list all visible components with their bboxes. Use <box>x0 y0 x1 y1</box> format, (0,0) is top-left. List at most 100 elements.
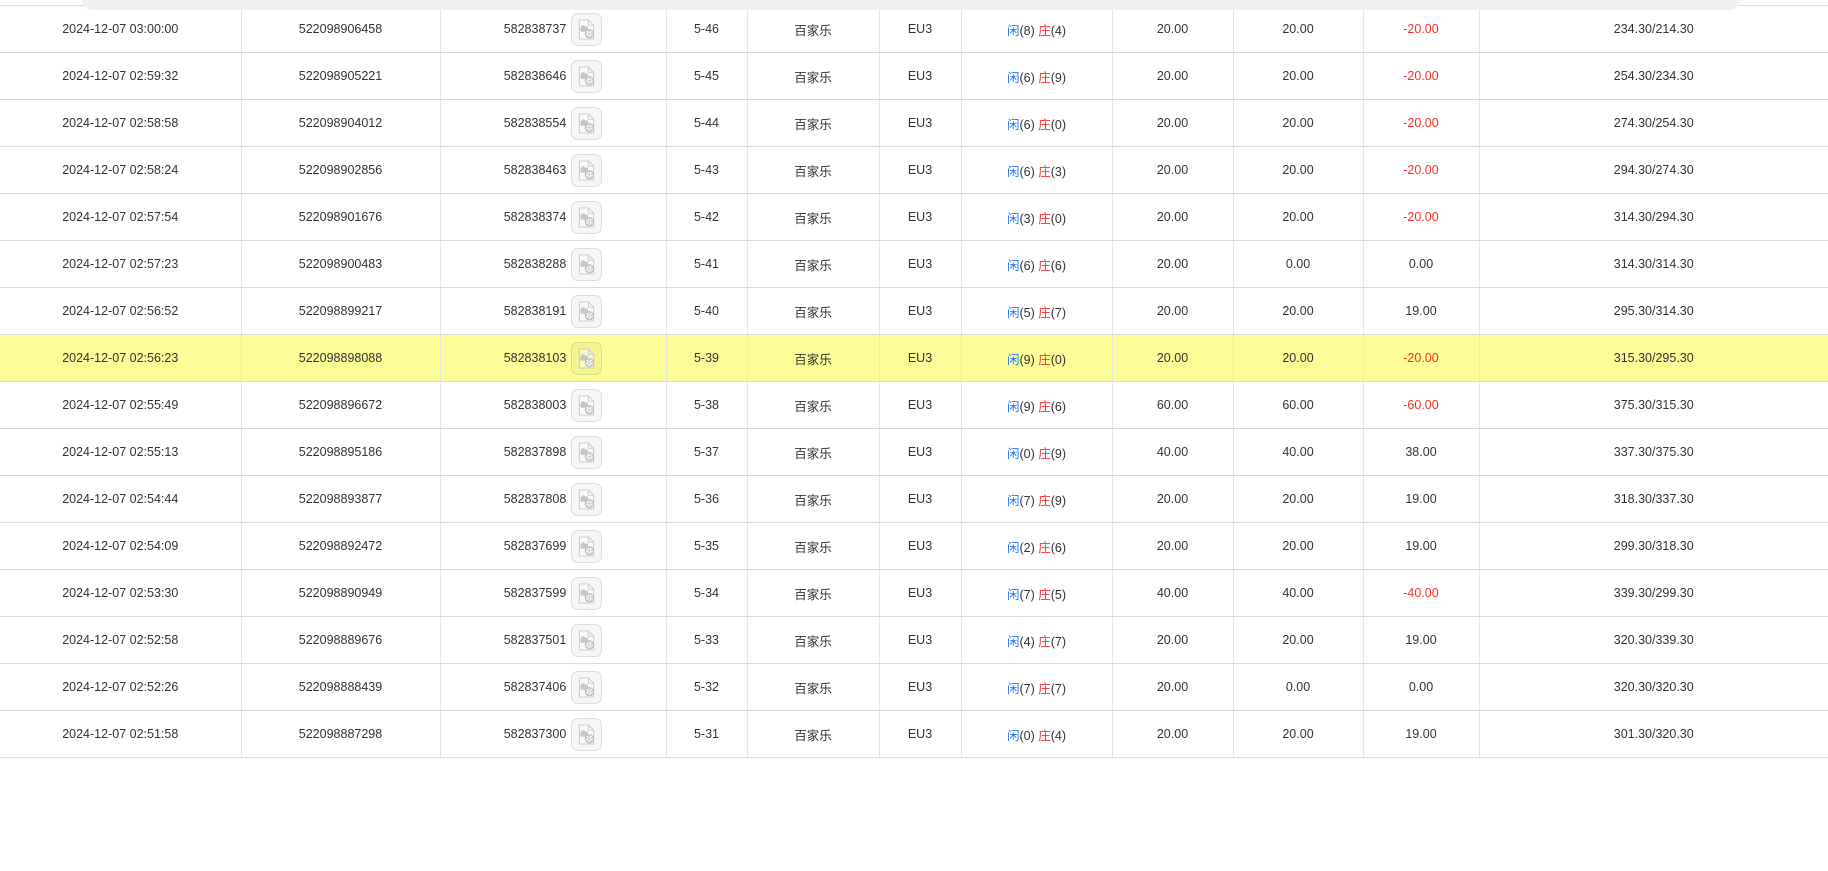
banker-label: 庄 <box>1038 634 1051 649</box>
round-no: 5-34 <box>666 569 748 617</box>
round-no: 5-38 <box>666 381 748 429</box>
video-replay-button[interactable] <box>571 482 603 516</box>
bet-amount-link[interactable]: 40.00 <box>1112 569 1234 617</box>
win-loss: 19.00 <box>1363 616 1480 664</box>
round-id: 582838646 <box>503 69 567 83</box>
round-no: 5-39 <box>666 334 748 382</box>
bet-amount-link[interactable]: 20.00 <box>1112 334 1234 382</box>
bet-amount-link[interactable]: 20.00 <box>1112 522 1234 570</box>
game-name: 百家乐 <box>747 52 880 100</box>
round-id: 582837898 <box>503 445 567 459</box>
game-name: 百家乐 <box>747 240 880 288</box>
table-row: 2024-12-07 02:57:23 522098900483 5828382… <box>0 240 1828 288</box>
bet-time: 2024-12-07 02:58:24 <box>0 146 242 194</box>
video-replay-icon <box>579 253 595 275</box>
table-row: 2024-12-07 02:52:26 522098888439 5828374… <box>0 663 1828 711</box>
video-replay-button[interactable] <box>571 59 603 93</box>
video-replay-icon <box>579 112 595 134</box>
video-replay-button[interactable] <box>571 529 603 563</box>
valid-amount: 40.00 <box>1233 428 1364 476</box>
bet-amount-link[interactable]: 20.00 <box>1112 240 1234 288</box>
round-id-cell: 582837808 <box>440 475 667 523</box>
round-no: 5-44 <box>666 99 748 147</box>
table-name: EU3 <box>879 616 962 664</box>
bet-order-no: 522098892472 <box>241 522 441 570</box>
bet-time: 2024-12-07 02:56:23 <box>0 334 242 382</box>
result-cell: 闲(2) 庄(6) <box>961 522 1113 570</box>
table-name: EU3 <box>879 5 962 53</box>
bet-order-no: 522098901676 <box>241 193 441 241</box>
bet-order-no: 522098905221 <box>241 52 441 100</box>
bet-amount-link[interactable]: 20.00 <box>1112 710 1234 758</box>
player-points: (0) <box>1019 728 1035 743</box>
bet-amount-link[interactable]: 20.00 <box>1112 5 1234 53</box>
valid-amount: 20.00 <box>1233 522 1364 570</box>
bet-amount-link[interactable]: 20.00 <box>1112 616 1234 664</box>
game-name: 百家乐 <box>747 569 880 617</box>
player-label: 闲 <box>1006 634 1020 649</box>
video-replay-button[interactable] <box>571 341 603 375</box>
bet-order-no: 522098895186 <box>241 428 441 476</box>
player-points: (3) <box>1019 211 1035 226</box>
round-id: 582837406 <box>503 680 567 694</box>
bet-amount-link[interactable]: 20.00 <box>1112 663 1234 711</box>
round-id: 582838191 <box>503 304 567 318</box>
valid-amount: 20.00 <box>1233 146 1364 194</box>
round-no: 5-46 <box>666 5 748 53</box>
balance: 274.30/254.30 <box>1479 99 1828 147</box>
bet-amount-link[interactable]: 20.00 <box>1112 146 1234 194</box>
bet-amount-link[interactable]: 20.00 <box>1112 287 1234 335</box>
round-id-cell: 582838288 <box>440 240 667 288</box>
valid-amount: 20.00 <box>1233 475 1364 523</box>
bet-amount-link[interactable]: 20.00 <box>1112 475 1234 523</box>
video-replay-button[interactable] <box>571 623 603 657</box>
video-replay-button[interactable] <box>571 388 603 422</box>
round-no: 5-31 <box>666 710 748 758</box>
bet-amount-link[interactable]: 40.00 <box>1112 428 1234 476</box>
balance: 299.30/318.30 <box>1479 522 1828 570</box>
bet-amount-link[interactable]: 60.00 <box>1112 381 1234 429</box>
bet-time: 2024-12-07 02:55:49 <box>0 381 242 429</box>
round-id-cell: 582838737 <box>440 5 667 53</box>
table-row: 2024-12-07 02:55:49 522098896672 5828380… <box>0 381 1828 429</box>
round-id: 582838463 <box>503 163 567 177</box>
game-name: 百家乐 <box>747 334 880 382</box>
table-name: EU3 <box>879 240 962 288</box>
player-points: (7) <box>1019 587 1035 602</box>
banker-points: (6) <box>1050 399 1067 414</box>
win-loss: -20.00 <box>1363 193 1480 241</box>
round-id-cell: 582838554 <box>440 99 667 147</box>
video-replay-button[interactable] <box>571 12 603 46</box>
video-replay-button[interactable] <box>571 576 603 610</box>
video-replay-button[interactable] <box>571 153 603 187</box>
banker-points: (0) <box>1050 352 1067 367</box>
banker-points: (9) <box>1050 446 1067 461</box>
table-name: EU3 <box>879 287 962 335</box>
video-replay-button[interactable] <box>571 717 603 751</box>
table-name: EU3 <box>879 710 962 758</box>
banker-points: (4) <box>1050 728 1067 743</box>
video-replay-icon <box>579 676 595 698</box>
bet-amount-link[interactable]: 20.00 <box>1112 193 1234 241</box>
player-points: (2) <box>1019 540 1035 555</box>
round-id: 582837808 <box>503 492 567 506</box>
video-replay-button[interactable] <box>571 435 603 469</box>
video-replay-icon <box>579 159 595 181</box>
round-id-cell: 582838103 <box>440 334 667 382</box>
bet-amount-link[interactable]: 20.00 <box>1112 52 1234 100</box>
player-label: 闲 <box>1006 728 1020 743</box>
banker-points: (5) <box>1050 587 1067 602</box>
bet-order-no: 522098893877 <box>241 475 441 523</box>
bet-order-no: 522098888439 <box>241 663 441 711</box>
video-replay-button[interactable] <box>571 247 603 281</box>
bet-amount-link[interactable]: 20.00 <box>1112 99 1234 147</box>
bet-time: 2024-12-07 02:54:44 <box>0 475 242 523</box>
balance: 294.30/274.30 <box>1479 146 1828 194</box>
table-row: 2024-12-07 02:58:58 522098904012 5828385… <box>0 99 1828 147</box>
video-replay-button[interactable] <box>571 106 603 140</box>
video-replay-button[interactable] <box>571 294 603 328</box>
video-replay-icon <box>579 300 595 322</box>
table-name: EU3 <box>879 522 962 570</box>
video-replay-button[interactable] <box>571 200 603 234</box>
video-replay-button[interactable] <box>571 670 603 704</box>
